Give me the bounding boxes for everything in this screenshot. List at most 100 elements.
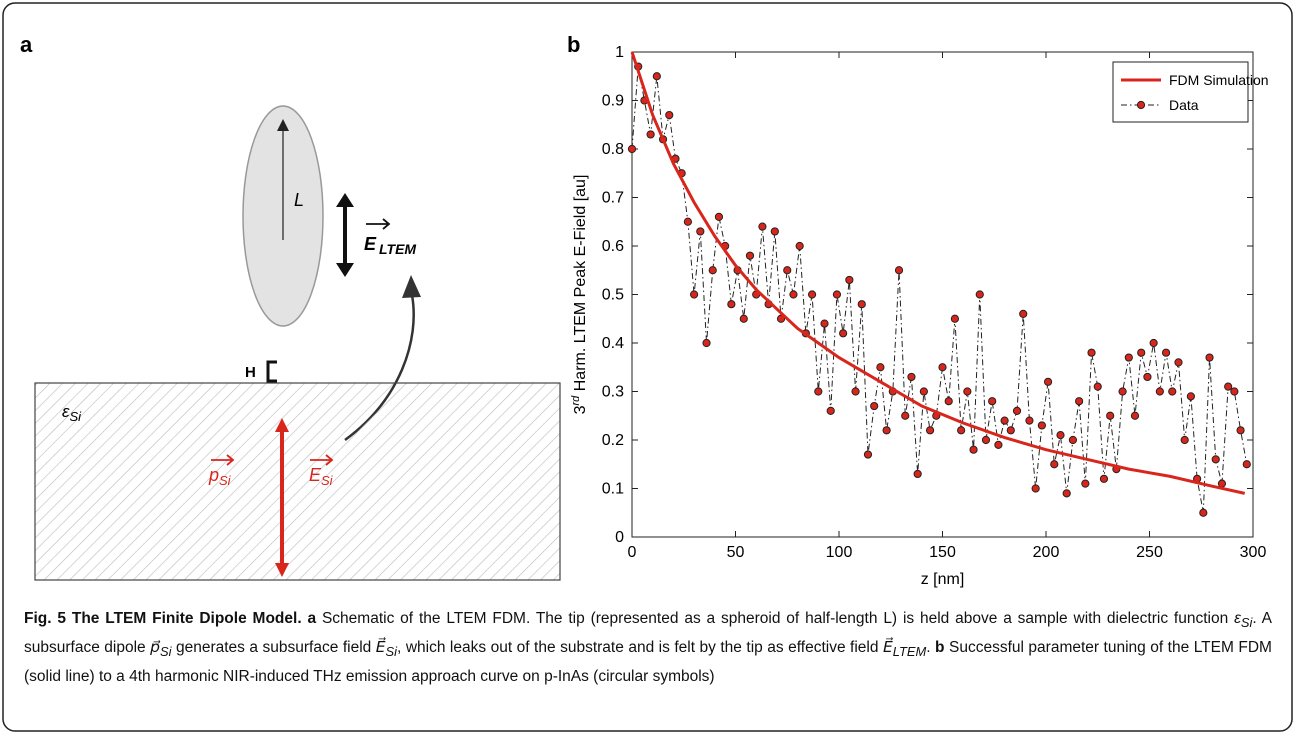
data-point (944, 397, 953, 406)
data-point (807, 290, 817, 299)
caption-panel: a (307, 610, 317, 627)
vector-arrow (310, 454, 334, 466)
data-point (1186, 392, 1196, 401)
schematic: L E LTEM H εSi pSi ESi (34, 105, 561, 581)
leak-arrow-head (402, 275, 421, 298)
data-point (901, 411, 910, 420)
data-point (925, 426, 935, 435)
legend (1112, 61, 1249, 123)
caption-panel: b (935, 639, 945, 657)
data-point (1075, 397, 1084, 406)
data-point (1168, 387, 1177, 396)
plot-area (631, 51, 1254, 538)
data-point (1174, 358, 1183, 367)
caption-text: Successful parameter tuning of the LTEM … (24, 639, 1272, 686)
label: H (245, 364, 256, 381)
data-point (857, 300, 866, 309)
data-point (1019, 309, 1028, 318)
x-tick-label: 300 (1240, 544, 1267, 561)
data-point (1205, 353, 1214, 362)
y-tick-label: 0.3 (602, 384, 624, 401)
data-point (714, 212, 724, 221)
data-point (702, 338, 711, 348)
data-point (1155, 387, 1164, 396)
data-point (739, 314, 748, 323)
data-point (652, 72, 661, 81)
vector-arrow (211, 454, 235, 466)
data-point (1056, 431, 1065, 440)
data-point (1106, 411, 1115, 420)
data-point (957, 426, 966, 435)
data-point (727, 300, 736, 309)
caption-text: . (926, 639, 936, 657)
y-tick-label: 0.6 (602, 238, 624, 255)
y-axis-label-part: 3 (572, 405, 589, 414)
caption-text: . A subsurface dipole (24, 610, 1272, 657)
data-point (1242, 460, 1251, 469)
data-point (969, 445, 978, 454)
gap-bracket (266, 360, 277, 383)
data-point (1006, 426, 1015, 435)
data-point (1130, 411, 1140, 420)
caption-symbol: LTEM (892, 644, 927, 660)
data-point (783, 266, 792, 275)
legend-marker (1136, 100, 1146, 110)
data-point (1230, 387, 1239, 396)
x-tick-label: 50 (727, 544, 745, 561)
x-axis-label: z [nm] (921, 571, 965, 588)
data-point (1143, 372, 1152, 382)
data-point (1199, 508, 1208, 517)
x-tick-label: 250 (1136, 544, 1163, 561)
data-point (1025, 416, 1034, 425)
data-point (1224, 382, 1233, 391)
caption-symbol: Si (160, 644, 172, 660)
data-point (1012, 406, 1022, 415)
substrate (34, 382, 561, 581)
y-axis-label-part: rd (570, 395, 582, 406)
data-point (994, 440, 1003, 449)
y-axis-label: 3rd Harm. LTEM Peak E-Field [au] (570, 175, 589, 415)
data-point (627, 144, 637, 154)
data-point (870, 401, 879, 411)
data-point (1211, 455, 1220, 464)
data-point (690, 290, 699, 299)
data-point (1068, 435, 1078, 445)
data-point (845, 275, 854, 285)
data-point (839, 329, 848, 338)
y-tick-label: 0.2 (602, 432, 624, 449)
data-point (832, 290, 842, 299)
data-point (776, 314, 786, 323)
data-point (1124, 353, 1133, 362)
data-point (963, 387, 972, 396)
vector-arrow (366, 218, 391, 230)
caption-symbol: p⃗ (150, 639, 161, 657)
data-point (1236, 426, 1245, 435)
data-point (795, 241, 804, 251)
label: L (294, 190, 304, 210)
fdm-line (630, 51, 1246, 495)
caption-symbol: E⃗ (375, 639, 386, 657)
data-point (1093, 382, 1102, 391)
legend-label: Data (1169, 97, 1199, 113)
data-line (631, 66, 1248, 513)
data-point (814, 387, 823, 396)
data-point (913, 469, 922, 479)
data-point (1031, 484, 1040, 493)
caption-symbol: E⃗ (882, 639, 893, 657)
x-tick-label: 200 (1033, 544, 1060, 561)
data-point (894, 266, 904, 275)
data-point (938, 363, 947, 372)
data-point (708, 266, 717, 275)
data-point (696, 227, 705, 236)
data-point (1217, 479, 1227, 488)
data-point (820, 319, 829, 328)
data-point (1180, 435, 1189, 445)
data-point (789, 290, 798, 299)
data-point (665, 110, 674, 120)
data-point (646, 130, 655, 139)
data-point (1081, 479, 1090, 488)
y-tick-label: 1 (615, 44, 624, 61)
data-point (907, 372, 916, 382)
